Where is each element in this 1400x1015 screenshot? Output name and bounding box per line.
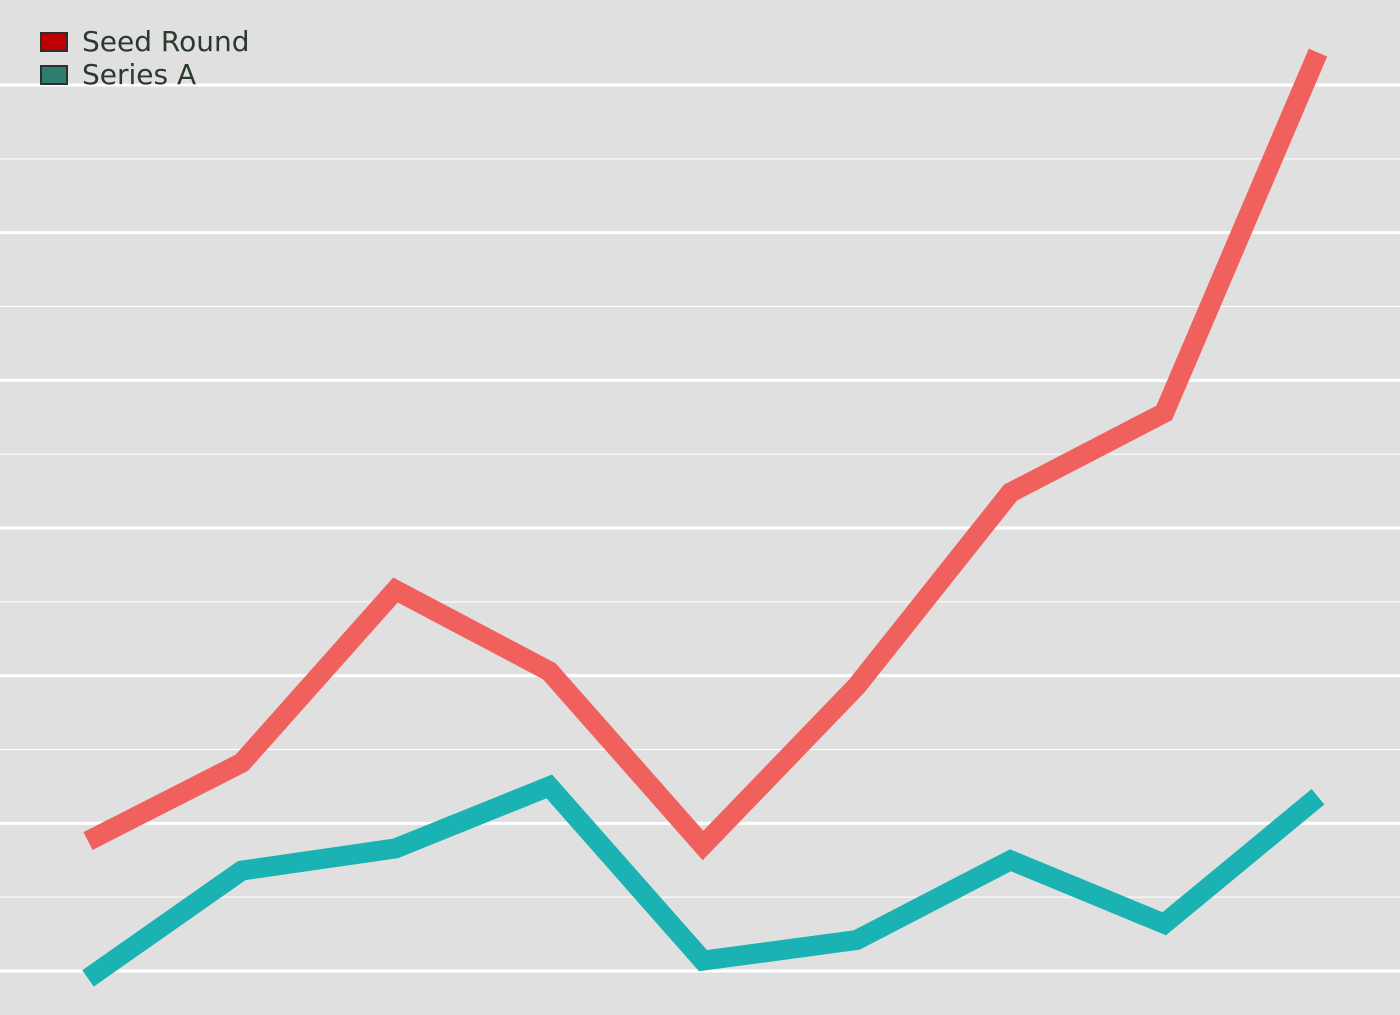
gridlines	[0, 83, 1400, 973]
legend-item-seed-round: Seed Round	[40, 26, 250, 57]
series-lines	[82, 48, 1328, 987]
legend-label-series-a: Series A	[82, 58, 197, 91]
legend-swatch-seed-round	[40, 31, 68, 52]
legend-label-seed-round: Seed Round	[82, 25, 250, 58]
series-line-series-a	[82, 774, 1325, 987]
legend-swatch-series-a	[40, 64, 68, 85]
legend-item-series-a: Series A	[40, 59, 250, 90]
series-line-seed-round	[83, 48, 1328, 861]
legend: Seed Round Series A	[40, 26, 250, 90]
